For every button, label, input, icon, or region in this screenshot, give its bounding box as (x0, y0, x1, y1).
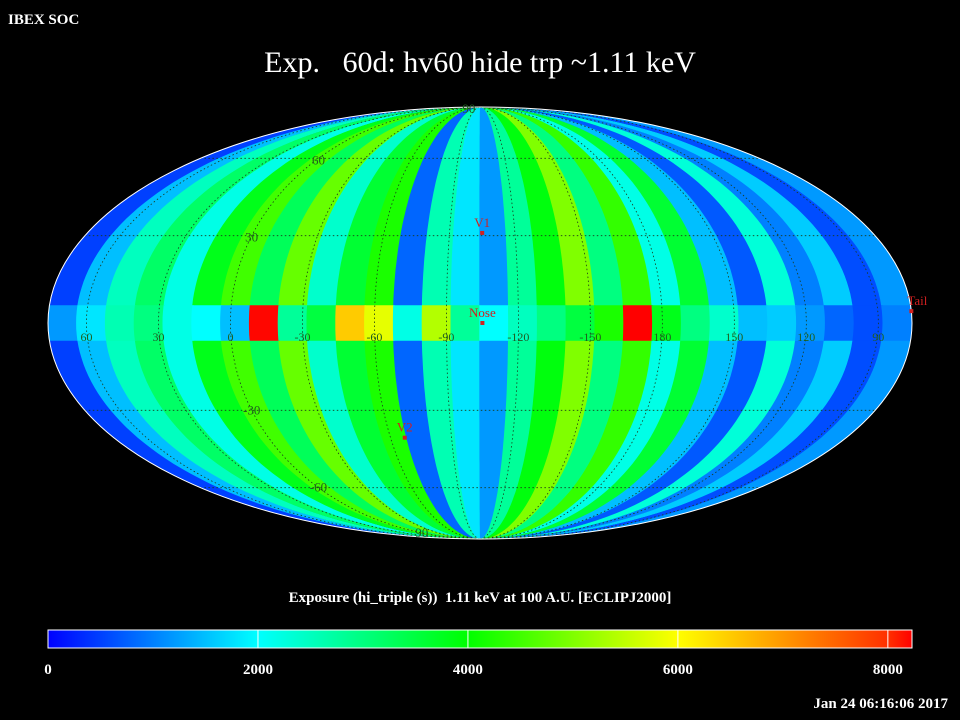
latitude-label: 60 (312, 152, 325, 167)
longitude-line (479, 107, 663, 539)
marker-dot (480, 230, 485, 235)
equator-cell (76, 305, 108, 341)
equator-cell (306, 305, 338, 341)
longitude-label: 90 (872, 330, 884, 344)
exposure-strip (480, 107, 568, 539)
longitude-line (479, 107, 519, 539)
equator-cell (277, 305, 309, 341)
exposure-strip (277, 107, 480, 539)
marker-dot (480, 321, 485, 325)
longitude-line (479, 107, 735, 539)
latitude-label: -60 (310, 480, 327, 495)
equator-cell (795, 305, 827, 341)
equator-cell (104, 305, 137, 341)
equator-cell (450, 305, 481, 341)
title: Exp. 60d: hv60 hide trp ~1.11 keV (264, 46, 696, 79)
marker-dot (909, 309, 914, 314)
longitude-label: -120 (507, 330, 529, 344)
marker-label: Tail (907, 293, 927, 308)
exposure-strip (335, 107, 480, 539)
exposure-strip (364, 107, 480, 539)
longitude-label: -30 (294, 330, 310, 344)
colorbar-label: Exposure (hi_triple (s)) 1.11 keV at 100… (289, 590, 672, 606)
longitude-line (301, 107, 481, 539)
equator-cell (191, 305, 223, 341)
longitude-line (445, 107, 481, 539)
equator-cell (852, 305, 884, 341)
equator-cell (48, 305, 79, 341)
longitude-label: 180 (653, 330, 671, 344)
longitude-label: 0 (227, 330, 233, 344)
longitude-label: 150 (725, 330, 743, 344)
marker-label: Nose (469, 305, 496, 320)
exposure-strip (480, 107, 683, 539)
longitude-line (479, 107, 879, 539)
equator-cell (248, 305, 280, 341)
map (48, 107, 912, 539)
exposure-strip (392, 107, 480, 539)
longitude-label: 30 (153, 330, 165, 344)
exposure-strip (480, 107, 654, 539)
longitude-line (85, 107, 481, 539)
equator-cell (421, 305, 452, 341)
equator-cell (680, 305, 712, 341)
equator-cell (508, 305, 539, 341)
longitude-label: -90 (438, 330, 454, 344)
marker-label: V2 (397, 420, 413, 435)
equator-cell (565, 305, 596, 341)
latitude-label: 90 (415, 525, 428, 540)
exposure-strip (480, 107, 596, 539)
overlay: 60 30 0 -30 -60 -90 -120 -150 180 150 120 90 90 60 30 -… (81, 101, 928, 540)
equator-cell (823, 305, 856, 341)
longitude-label: -150 (579, 330, 601, 344)
equator-cell (766, 305, 798, 341)
latitude-label: 30 (245, 230, 258, 245)
latitude-label: 90 (462, 101, 475, 116)
equator-cell (651, 305, 683, 341)
exposure-strip (480, 107, 625, 539)
colorbar-ticks: 0 2000 4000 6000 8000 (44, 630, 903, 678)
longitude-label: -60 (366, 330, 382, 344)
equator-cell (220, 305, 252, 341)
header: IBEX SOC (8, 12, 79, 28)
equator-cell (536, 305, 568, 341)
marker-dot (402, 435, 407, 440)
equator-cell (335, 305, 366, 341)
longitude-label: 60 (81, 330, 93, 344)
longitude-line (229, 107, 481, 539)
equator-cell (479, 305, 510, 341)
colorbar-tick-label: 0 (44, 662, 52, 678)
colorbar (47, 629, 913, 649)
equator-cell (737, 305, 769, 341)
colorbar-tick-label: 6000 (663, 662, 693, 678)
equator-cell (392, 305, 424, 341)
equator-cell (708, 305, 740, 341)
marker-label: V1 (474, 215, 490, 230)
equator-cell (622, 305, 654, 341)
equator-cell (594, 305, 625, 341)
longitude-line (373, 107, 481, 539)
map-border (47, 106, 913, 540)
equator-cell (133, 305, 165, 341)
colorbar-tick-label: 8000 (873, 662, 903, 678)
equator-cell (162, 305, 194, 341)
longitude-label: 120 (797, 330, 815, 344)
longitude-line (479, 107, 807, 539)
equator-cell (364, 305, 395, 341)
equator-cell (881, 305, 912, 341)
colorbar-tick-label: 4000 (453, 662, 483, 678)
timestamp: Jan 24 06:16:06 2017 (813, 696, 948, 712)
colorbar-tick-label: 2000 (243, 662, 273, 678)
exposure-strip (306, 107, 480, 539)
latitude-label: -30 (243, 402, 260, 417)
longitude-line (157, 107, 481, 539)
